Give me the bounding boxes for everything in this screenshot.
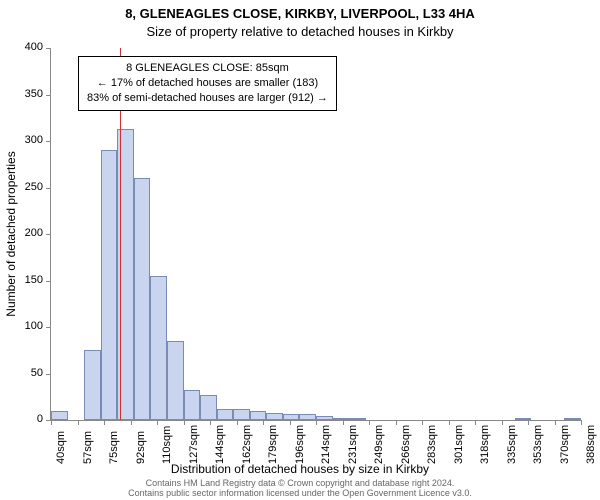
annotation-line-3: 83% of semi-detached houses are larger (… [87,91,328,106]
x-tick-mark [343,420,344,425]
x-tick-label: 92sqm [135,431,147,464]
x-tick-mark [449,420,450,425]
y-tick-label: 50 [31,367,43,379]
x-tick-label: 370sqm [559,425,571,464]
x-tick-label: 335sqm [506,425,518,464]
x-tick-label: 353sqm [532,425,544,464]
histogram-bar [316,416,333,420]
y-tick-label: 100 [25,320,43,332]
x-tick-label: 127sqm [188,425,200,464]
histogram-bar [200,395,217,420]
y-tick-label: 300 [25,134,43,146]
x-tick-mark [290,420,291,425]
y-tick-mark [46,327,51,328]
x-tick-label: 214sqm [320,425,332,464]
x-tick-mark [51,420,52,425]
x-tick-label: 40sqm [55,431,67,464]
x-tick-mark [396,420,397,425]
x-tick-label: 57sqm [82,431,94,464]
chart-title-sub: Size of property relative to detached ho… [0,24,600,39]
x-tick-label: 249sqm [373,425,385,464]
y-axis-title: Number of detached properties [4,151,18,316]
y-tick-label: 250 [25,181,43,193]
chart-root: 8, GLENEAGLES CLOSE, KIRKBY, LIVERPOOL, … [0,0,600,500]
x-tick-label: 266sqm [400,425,412,464]
x-tick-label: 144sqm [214,425,226,464]
x-tick-label: 75sqm [108,431,120,464]
x-tick-label: 231sqm [347,425,359,464]
x-tick-mark [581,420,582,425]
x-tick-mark [316,420,317,425]
x-tick-mark [157,420,158,425]
histogram-bar [150,276,167,420]
x-tick-mark [78,420,79,425]
x-tick-label: 110sqm [161,426,173,464]
histogram-bar [51,411,68,420]
footer-line-1: Contains HM Land Registry data © Crown c… [0,478,600,488]
x-tick-mark [237,420,238,425]
annotation-box: 8 GLENEAGLES CLOSE: 85sqm ← 17% of detac… [78,56,337,111]
x-tick-label: 388sqm [585,425,597,464]
histogram-bar [233,409,250,420]
x-tick-mark [555,420,556,425]
annotation-line-2: ← 17% of detached houses are smaller (18… [87,76,328,91]
histogram-bar [266,413,283,420]
histogram-bar [333,418,350,420]
x-tick-label: 301sqm [453,425,465,464]
x-tick-label: 196sqm [294,425,306,464]
y-tick-mark [46,281,51,282]
y-tick-mark [46,374,51,375]
histogram-bar [564,418,581,420]
y-tick-mark [46,188,51,189]
histogram-bar [184,390,201,420]
histogram-bar [250,411,267,420]
x-tick-mark [263,420,264,425]
x-tick-mark [422,420,423,425]
y-tick-label: 350 [25,88,43,100]
x-tick-mark [502,420,503,425]
y-tick-label: 150 [25,274,43,286]
y-tick-mark [46,234,51,235]
y-tick-label: 0 [37,413,43,425]
chart-title-main: 8, GLENEAGLES CLOSE, KIRKBY, LIVERPOOL, … [0,6,600,21]
histogram-bar [167,341,184,420]
footer-attribution: Contains HM Land Registry data © Crown c… [0,478,600,499]
x-tick-label: 283sqm [426,425,438,464]
y-tick-mark [46,141,51,142]
x-tick-label: 162sqm [241,425,253,464]
x-axis-title: Distribution of detached houses by size … [0,462,600,476]
histogram-bar [134,178,151,420]
annotation-line-1: 8 GLENEAGLES CLOSE: 85sqm [87,61,328,76]
histogram-bar [84,350,101,420]
histogram-bar [101,150,118,420]
x-tick-mark [528,420,529,425]
x-tick-mark [184,420,185,425]
x-tick-label: 318sqm [479,425,491,464]
y-tick-label: 200 [25,227,43,239]
x-tick-mark [104,420,105,425]
x-tick-mark [210,420,211,425]
y-tick-mark [46,48,51,49]
x-tick-label: 179sqm [267,425,279,464]
histogram-bar [299,414,316,420]
x-tick-mark [475,420,476,425]
y-tick-label: 400 [25,41,43,53]
histogram-bar [217,409,234,420]
histogram-bar [283,414,300,421]
histogram-bar [349,418,366,420]
y-tick-mark [46,95,51,96]
x-tick-mark [369,420,370,425]
footer-line-2: Contains public sector information licen… [0,488,600,498]
x-tick-mark [131,420,132,425]
